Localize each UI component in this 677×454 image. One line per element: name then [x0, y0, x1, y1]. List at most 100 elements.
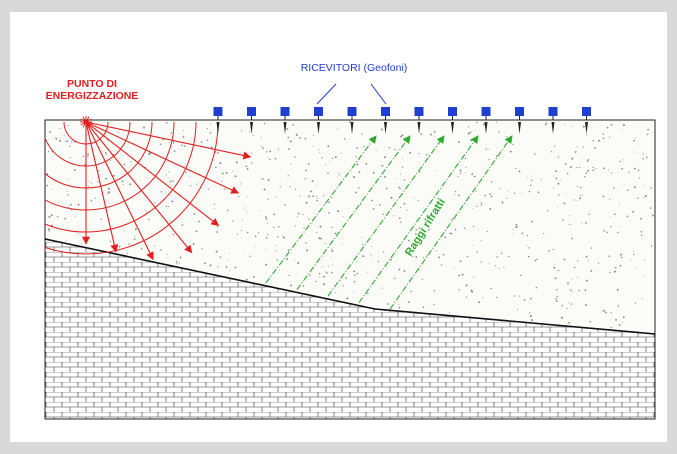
soil-speckle	[246, 231, 249, 234]
soil-speckle	[553, 187, 555, 189]
soil-speckle	[356, 163, 359, 166]
geophone-spike	[350, 122, 354, 134]
soil-speckle	[74, 169, 76, 171]
soil-speckle	[398, 217, 401, 220]
soil-speckle	[434, 136, 436, 138]
soil-speckle	[213, 208, 215, 210]
soil-speckle	[64, 217, 67, 220]
soil-speckle	[232, 170, 234, 172]
soil-speckle	[295, 134, 298, 137]
soil-speckle	[266, 222, 268, 224]
soil-speckle	[117, 132, 119, 134]
soil-speckle	[198, 220, 200, 223]
soil-speckle	[118, 245, 121, 248]
soil-speckle	[97, 180, 99, 183]
wavefront-arc-back	[44, 137, 87, 167]
soil-speckle	[513, 295, 515, 297]
soil-speckle	[590, 269, 593, 272]
soil-speckle	[472, 244, 474, 246]
soil-speckle	[484, 194, 486, 197]
soil-speckle	[320, 237, 323, 240]
soil-speckle	[398, 303, 400, 305]
soil-speckle	[610, 123, 613, 126]
soil-speckle	[394, 148, 396, 151]
soil-speckle	[587, 160, 589, 162]
soil-speckle	[310, 190, 312, 193]
soil-speckle	[414, 233, 417, 235]
soil-speckle	[400, 206, 402, 209]
soil-speckle	[641, 298, 643, 300]
soil-speckle	[224, 188, 226, 190]
soil-speckle	[266, 151, 268, 153]
refracted-rays	[265, 135, 513, 310]
soil-speckle	[337, 128, 339, 130]
soil-speckle	[609, 216, 611, 218]
receiver-array	[213, 107, 591, 134]
wavefront-arc-back	[44, 173, 87, 189]
soil-speckle	[304, 137, 307, 140]
soil-speckle	[311, 180, 314, 182]
soil-speckle	[554, 263, 556, 265]
soil-speckle	[642, 158, 644, 160]
soil-speckle	[615, 318, 617, 321]
soil-speckle	[331, 196, 333, 198]
soil-speckle	[48, 230, 50, 232]
soil-speckle	[561, 304, 564, 307]
soil-speckle	[480, 203, 483, 206]
soil-speckle	[305, 201, 308, 204]
soil-speckle	[195, 230, 198, 233]
soil-speckle	[572, 125, 573, 127]
soil-speckle	[319, 151, 321, 153]
soil-speckle	[315, 280, 317, 283]
soil-speckle	[296, 133, 298, 134]
soil-speckle	[276, 259, 279, 261]
soil-speckle	[587, 159, 590, 161]
soil-speckle	[200, 141, 203, 143]
soil-speckle	[289, 186, 291, 188]
soil-speckle	[381, 128, 383, 131]
soil-speckle	[490, 195, 493, 198]
soil-speckle	[455, 190, 457, 193]
soil-speckle	[530, 220, 533, 223]
soil-speckle	[289, 140, 292, 143]
soil-speckle	[372, 208, 375, 210]
soil-speckle	[204, 262, 206, 264]
soil-speckle	[260, 136, 262, 138]
soil-speckle	[331, 226, 333, 229]
soil-speckle	[403, 269, 406, 272]
soil-speckle	[185, 171, 187, 174]
soil-speckle	[485, 148, 488, 150]
soil-speckle	[274, 157, 277, 160]
soil-speckle	[361, 244, 363, 246]
geophone-spike	[585, 122, 588, 134]
soil-speckle	[594, 147, 596, 149]
soil-speckle	[619, 160, 621, 163]
soil-speckle	[124, 230, 126, 232]
soil-speckle	[579, 186, 582, 189]
soil-speckle	[363, 145, 365, 148]
soil-speckle	[571, 238, 573, 240]
geophone-body	[448, 107, 457, 116]
geophone	[481, 107, 491, 134]
soil-speckle	[278, 269, 280, 271]
wavefront-arc-back	[44, 199, 87, 211]
soil-speckle	[425, 153, 428, 156]
soil-speckle	[165, 205, 168, 208]
soil-speckle	[515, 223, 518, 226]
soil-speckle	[495, 296, 498, 299]
soil-speckle	[398, 306, 401, 309]
soil-speckle	[166, 253, 168, 256]
soil-speckle	[216, 231, 218, 233]
soil-speckle	[465, 284, 468, 287]
soil-speckle	[182, 136, 185, 138]
soil-speckle	[503, 266, 505, 268]
soil-speckle	[262, 147, 264, 150]
geophone	[381, 107, 390, 134]
geophone-spike	[216, 122, 220, 134]
soil-speckle	[570, 303, 573, 305]
soil-speckle	[126, 252, 128, 254]
soil-speckle	[263, 188, 266, 191]
soil-speckle	[384, 175, 387, 178]
soil-speckle	[630, 259, 632, 261]
soil-speckle	[327, 145, 330, 148]
